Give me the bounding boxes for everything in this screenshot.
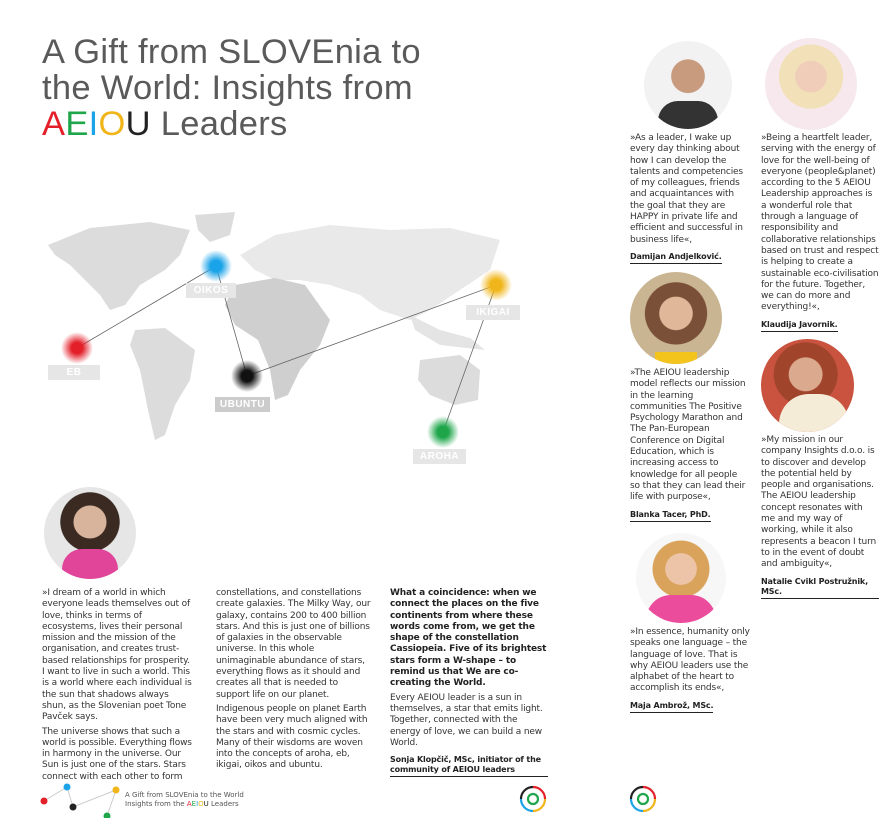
map-label-ikigai: IKIGAI: [466, 305, 520, 320]
avatar-klaudija: [765, 38, 857, 130]
constellation-logo: [40, 783, 120, 818]
quote-blanka: »The AEIOU leadership model reflects our…: [630, 368, 748, 522]
map-label-aroha: AROHA: [413, 449, 466, 464]
page-title: A Gift from SLOVEnia to the World: Insigh…: [42, 33, 421, 143]
map-label-eb: EB: [48, 365, 100, 380]
avatar-blanka: [630, 272, 722, 364]
map-markers: [61, 250, 512, 448]
quote-damijan: »As a leader, I wake up every day thinki…: [630, 133, 745, 264]
article-signature: Sonja Klopčič, MSc, initiator of the com…: [390, 755, 548, 778]
avatar-maja: [636, 533, 726, 623]
map-label-oikos: OIKOS: [186, 283, 236, 298]
article-col1: »I dream of a world in which everyone le…: [42, 588, 192, 782]
avatar-sonja: [44, 487, 136, 579]
marker-aroha: [427, 416, 459, 448]
continents: [48, 212, 500, 440]
footer-text: A Gift from SLOVEnia to the World Insigh…: [125, 791, 244, 808]
marker-ubuntu: [231, 360, 263, 392]
quote-maja: »In essence, humanity only speaks one la…: [630, 627, 755, 713]
map-label-ubuntu: UBUNTU: [215, 397, 270, 412]
aeiou-swirl-logo-1: [519, 785, 547, 813]
avatar-natalie: [761, 339, 854, 432]
article-col3: What a coincidence: when we connect the …: [390, 588, 548, 778]
aeiou-swirl-logo-2: [629, 785, 657, 813]
marker-oikos: [200, 250, 232, 282]
quote-natalie: »My mission in our company Insights d.o.…: [761, 435, 879, 599]
marker-ikigai: [480, 269, 512, 301]
quote-klaudija: »Being a heartfelt leader, serving with …: [761, 133, 879, 332]
world-map: [48, 212, 512, 448]
avatar-damijan: [644, 41, 732, 129]
article-col2: constellations, and constellations creat…: [216, 588, 371, 771]
marker-eb: [61, 332, 93, 364]
